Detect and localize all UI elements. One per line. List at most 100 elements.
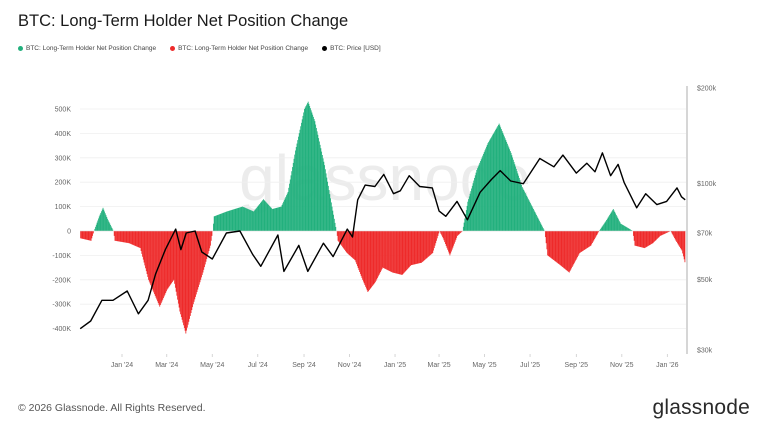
net-position-bar-negative — [578, 231, 580, 255]
net-position-bar-negative — [571, 231, 572, 269]
net-position-bar-negative — [431, 231, 433, 254]
net-position-bar-negative — [649, 231, 651, 245]
net-position-bar-positive — [630, 229, 631, 231]
net-position-bar-positive — [620, 223, 622, 231]
net-position-bar-negative — [647, 231, 649, 247]
right-axis-tick-label: $30k — [697, 348, 713, 355]
net-position-bar-negative — [557, 231, 559, 264]
net-position-bar-negative — [591, 231, 593, 245]
net-position-bar-positive — [226, 211, 228, 231]
net-position-bar-negative — [576, 231, 578, 259]
net-position-bar-negative — [450, 231, 452, 252]
net-position-bar-positive — [232, 209, 234, 231]
net-position-bar-positive — [255, 208, 257, 231]
net-position-bar-positive — [527, 198, 529, 231]
net-position-bar-positive — [289, 179, 291, 231]
net-position-bar-negative — [558, 231, 560, 265]
net-position-bar-negative — [668, 231, 670, 232]
net-position-bar-positive — [284, 198, 286, 231]
net-position-bar-negative — [663, 231, 665, 235]
net-position-bar-negative — [438, 231, 440, 234]
x-axis-tick-label: Jan '24 — [111, 362, 133, 369]
copyright-footer: © 2026 Glassnode. All Rights Reserved. — [18, 402, 206, 414]
net-position-bar-positive — [315, 124, 317, 231]
net-position-bar-negative — [436, 231, 438, 239]
net-position-bar-negative — [375, 231, 377, 281]
net-position-bar-positive — [215, 215, 217, 231]
net-position-bar-negative — [586, 231, 587, 249]
net-position-bar-negative — [345, 231, 347, 252]
net-position-bar-negative — [554, 231, 556, 262]
net-position-bar-negative — [641, 231, 643, 248]
net-position-bar-negative — [650, 231, 652, 245]
net-position-bar-positive — [627, 227, 628, 231]
net-position-bar-negative — [561, 231, 563, 267]
net-position-bar-positive — [271, 208, 273, 231]
net-position-bar-positive — [321, 151, 323, 231]
net-position-bar-negative — [180, 231, 182, 315]
net-position-bar-negative — [400, 231, 402, 275]
net-position-bar-positive — [233, 209, 235, 231]
net-position-bar-positive — [529, 201, 531, 231]
net-position-bar-positive — [524, 192, 526, 231]
x-axis-tick-label: Jul '24 — [248, 362, 268, 369]
net-position-bar-negative — [568, 231, 569, 272]
net-position-bar-positive — [325, 173, 327, 231]
net-position-bar-positive — [533, 209, 534, 231]
net-position-bar-negative — [653, 231, 655, 243]
legend-item-net-position-positive[interactable]: BTC: Long-Term Holder Net Position Chang… — [18, 45, 156, 52]
net-position-bar-negative — [351, 231, 352, 257]
net-position-bar-negative — [640, 231, 642, 248]
net-position-bar-negative — [167, 231, 169, 289]
legend-item-price[interactable]: BTC: Price [USD] — [322, 45, 381, 52]
net-position-bar-positive — [296, 143, 298, 231]
legend-item-net-position-negative[interactable]: BTC: Long-Term Holder Net Position Chang… — [170, 45, 308, 52]
net-position-bar-negative — [651, 231, 653, 244]
left-axis-tick-label: -100K — [52, 253, 71, 260]
net-position-bar-positive — [300, 126, 302, 231]
net-position-bar-positive — [291, 171, 293, 231]
net-position-bar-positive — [536, 214, 537, 231]
net-position-bar-negative — [352, 231, 354, 259]
net-position-bar-negative — [359, 231, 361, 272]
net-position-bar-positive — [250, 210, 252, 231]
net-position-bar-negative — [198, 231, 200, 285]
net-position-bar-positive — [323, 161, 325, 231]
net-position-bar-positive — [600, 227, 602, 231]
net-position-bar-negative — [142, 231, 143, 257]
net-position-bar-negative — [667, 231, 669, 233]
net-position-bar-negative — [556, 231, 558, 263]
net-position-bar-negative — [638, 231, 640, 247]
net-position-bar-positive — [223, 212, 225, 231]
net-position-bar-positive — [303, 112, 305, 231]
net-position-bar-negative — [451, 231, 453, 250]
net-position-bar-positive — [498, 123, 500, 231]
net-position-bar-positive — [602, 225, 604, 231]
net-position-bar-negative — [419, 231, 421, 264]
net-position-bar-negative — [585, 231, 587, 250]
net-position-bar-negative — [119, 231, 120, 242]
net-position-bar-negative — [573, 231, 575, 265]
net-position-bar-negative — [562, 231, 564, 268]
net-position-bar-negative — [127, 231, 129, 243]
net-position-bar-negative — [456, 231, 458, 238]
net-position-bar-negative — [556, 231, 558, 263]
net-position-bar-positive — [539, 220, 540, 231]
net-position-bar-negative — [147, 231, 149, 277]
net-position-bar-positive — [312, 116, 314, 231]
net-position-bar-positive — [524, 191, 525, 231]
net-position-bar-negative — [154, 231, 156, 296]
net-position-bar-positive — [489, 140, 490, 231]
net-position-bar-negative — [133, 231, 135, 246]
net-position-bar-negative — [383, 231, 384, 268]
net-position-bar-negative — [403, 231, 405, 273]
net-position-bar-negative — [178, 231, 180, 308]
net-position-bar-negative — [356, 231, 358, 265]
net-position-bar-negative — [574, 231, 575, 263]
net-position-bar-negative — [423, 231, 425, 261]
net-position-bar-positive — [513, 162, 515, 231]
net-position-bar-negative — [648, 231, 650, 246]
net-position-bar-negative — [371, 231, 373, 288]
net-position-bar-negative — [413, 231, 415, 265]
net-position-bar-negative — [645, 231, 647, 248]
